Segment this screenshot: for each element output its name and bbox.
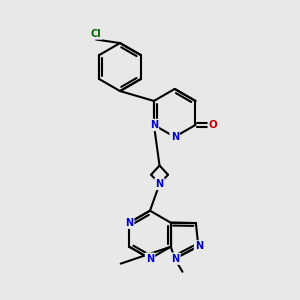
Text: N: N xyxy=(195,242,203,251)
Text: N: N xyxy=(146,254,154,264)
Text: O: O xyxy=(209,120,218,130)
Text: N: N xyxy=(155,179,164,189)
Text: N: N xyxy=(171,254,179,264)
Text: Cl: Cl xyxy=(91,28,101,38)
Text: N: N xyxy=(125,218,133,228)
Text: N: N xyxy=(150,120,158,130)
Text: N: N xyxy=(171,132,179,142)
